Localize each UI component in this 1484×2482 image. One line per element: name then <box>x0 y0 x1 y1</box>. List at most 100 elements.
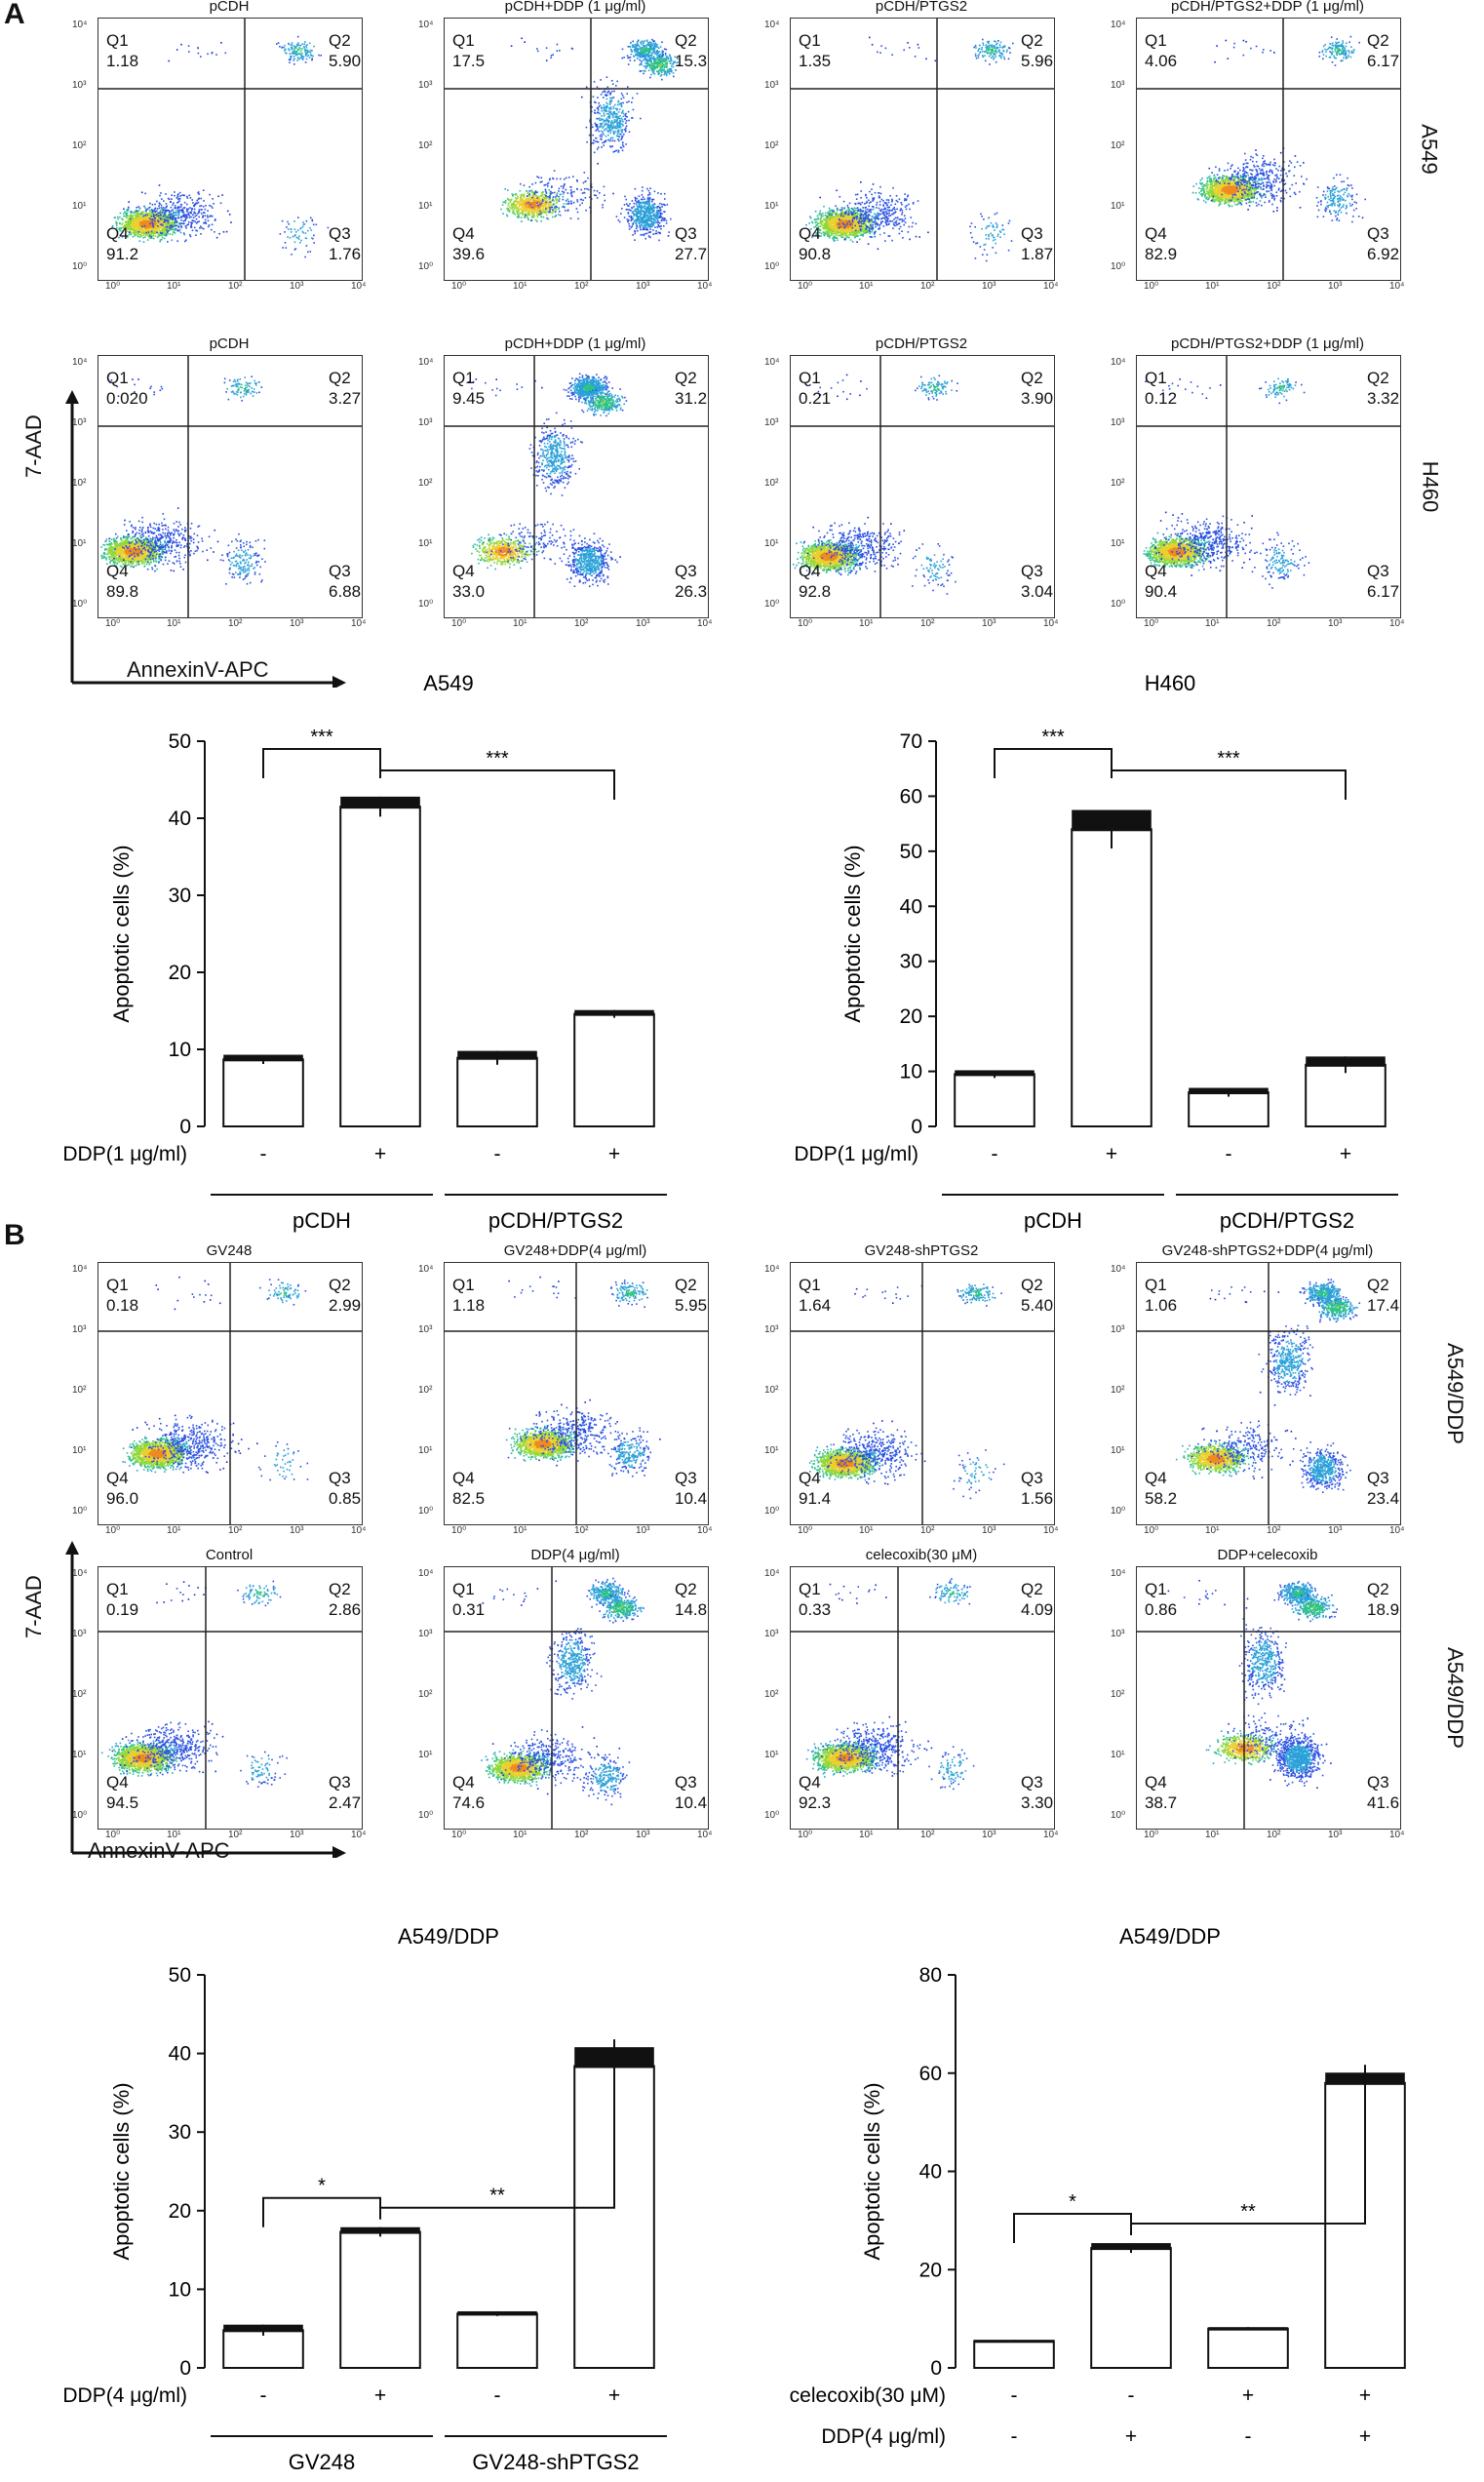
flow-event-dot <box>659 203 661 205</box>
flow-event-dot <box>200 225 202 227</box>
flow-event-dot <box>502 213 504 215</box>
flow-event-dot <box>523 215 525 217</box>
flow-event-dot <box>610 108 612 110</box>
flow-event-dot <box>152 222 154 224</box>
flow-event-dot <box>651 56 653 58</box>
flow-event-dot <box>581 97 583 98</box>
flow-event-dot <box>311 229 313 231</box>
flow-event-dot <box>313 46 315 48</box>
flow-event-dot <box>546 215 548 217</box>
flow-event-dot <box>545 195 547 197</box>
flow-event-dot <box>157 236 159 238</box>
flow-event-dot <box>568 177 570 178</box>
flow-event-dot <box>629 225 631 227</box>
flow-event-dot <box>602 142 604 144</box>
flow-event-dot <box>608 129 610 131</box>
flow-event-dot <box>212 216 214 217</box>
flow-event-dot <box>167 228 169 230</box>
flow-event-dot <box>586 188 588 190</box>
flow-event-dot <box>528 190 530 192</box>
flow-event-dot <box>135 230 137 232</box>
flow-event-dot <box>534 202 536 204</box>
flow-event-dot <box>549 207 551 209</box>
flow-event-dot <box>643 217 644 218</box>
flow-event-dot <box>602 92 604 94</box>
flow-event-dot <box>610 100 612 102</box>
flow-event-dot <box>639 59 641 61</box>
flow-event-dot <box>669 56 671 58</box>
flow-event-dot <box>605 200 606 202</box>
flow-event-dot <box>194 227 196 229</box>
flow-event-dot <box>657 192 659 194</box>
quadrant-percent: 39.6 <box>452 246 485 262</box>
quadrant-percent: 17.5 <box>452 53 485 69</box>
flow-event-dot <box>608 110 610 112</box>
flow-event-dot <box>842 237 844 239</box>
flow-event-dot <box>643 41 644 43</box>
flow-event-dot <box>302 231 304 233</box>
flow-event-dot <box>127 213 129 215</box>
flow-event-dot <box>292 42 293 44</box>
flow-event-dot <box>525 215 527 217</box>
flow-event-dot <box>136 220 137 222</box>
flow-event-dot <box>634 46 636 48</box>
flow-event-dot <box>552 199 554 201</box>
flow-event-dot <box>622 95 624 97</box>
flow-event-dot <box>597 97 599 98</box>
flow-event-dot <box>626 120 628 122</box>
flow-event-dot <box>198 198 200 200</box>
flow-event-dot <box>530 190 532 192</box>
flow-event-dot <box>621 118 623 120</box>
flow-event-dot <box>631 216 633 217</box>
panel-letter-a: A <box>4 0 25 31</box>
flow-event-dot <box>601 134 603 136</box>
quadrant-name: Q1 <box>106 32 129 49</box>
flow-event-dot <box>190 226 192 228</box>
flow-event-dot <box>164 217 166 218</box>
flow-event-dot <box>558 214 560 216</box>
flow-event-dot <box>139 208 141 210</box>
flow-event-dot <box>556 199 558 201</box>
flow-event-dot <box>561 185 563 187</box>
flow-event-dot <box>555 215 557 217</box>
flow-event-dot <box>663 69 665 71</box>
flow-event-dot <box>654 191 656 193</box>
flow-event-dot <box>616 109 618 111</box>
flow-event-dot <box>142 232 144 234</box>
flow-event-dot <box>298 59 300 60</box>
flow-event-dot <box>218 233 220 235</box>
flow-event-dot <box>653 64 655 66</box>
flow-event-dot <box>143 206 145 208</box>
flow-event-dot <box>163 210 165 212</box>
flow-event-dot <box>643 45 644 47</box>
flow-event-dot <box>536 195 538 197</box>
flow-event-dot <box>617 104 619 106</box>
flow-event-dot <box>194 209 196 211</box>
flow-event-dot <box>542 200 544 202</box>
flow-event-dot <box>649 64 651 66</box>
flow-event-dot <box>515 194 517 196</box>
flow-event-dot <box>538 196 540 198</box>
flow-event-dot <box>185 219 187 221</box>
flow-event-dot <box>606 113 608 115</box>
flow-event-dot <box>169 214 171 216</box>
flow-event-dot <box>545 202 547 204</box>
flow-event-dot <box>141 224 143 226</box>
flow-event-dot <box>626 116 628 118</box>
flow-event-dot <box>560 178 562 180</box>
flow-event-dot <box>654 226 656 228</box>
flow-event-dot <box>533 195 535 197</box>
flow-event-dot <box>142 212 144 214</box>
flow-event-dot <box>211 206 213 208</box>
flow-event-dot <box>534 193 536 195</box>
flow-event-dot <box>529 210 531 212</box>
flow-event-dot <box>172 234 174 236</box>
flow-event-dot <box>652 52 654 54</box>
flow-event-dot <box>642 41 644 43</box>
y-tick-label: 10¹ <box>72 201 86 212</box>
flow-event-dot <box>586 127 588 129</box>
flow-event-dot <box>199 206 201 208</box>
flow-event-dot <box>137 206 139 208</box>
flow-event-dot <box>203 228 205 230</box>
flow-event-dot <box>618 150 620 152</box>
